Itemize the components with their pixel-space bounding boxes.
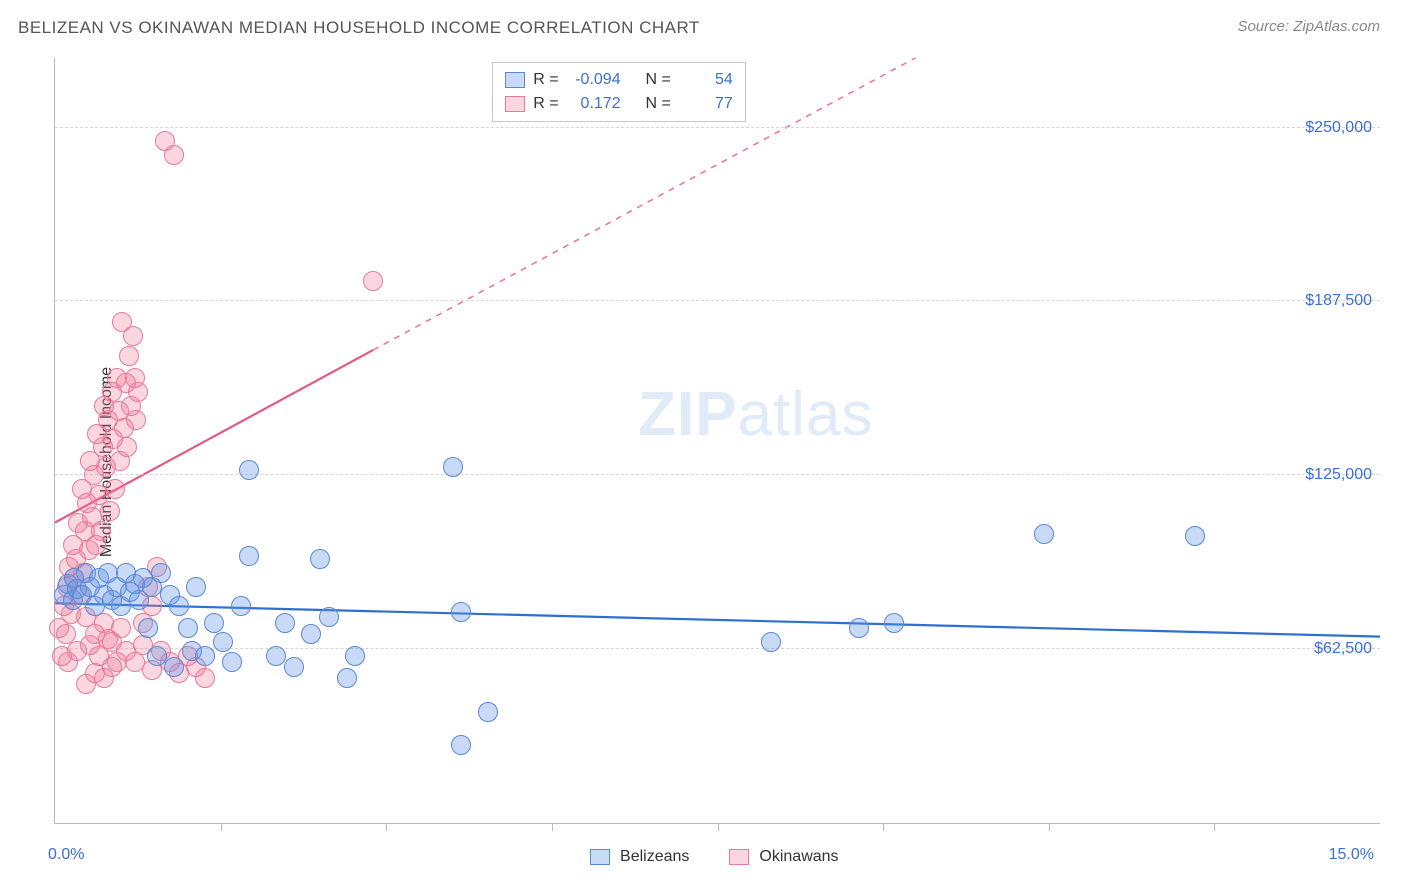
y-tick-label: $62,500 bbox=[1314, 640, 1372, 658]
legend-r-label: R = bbox=[533, 68, 558, 92]
series-legend: Belizeans Okinawans bbox=[590, 848, 839, 866]
watermark-bold: ZIP bbox=[638, 380, 737, 449]
y-tick-label: $187,500 bbox=[1305, 292, 1372, 310]
okinawan-point bbox=[91, 521, 111, 541]
belizean-point bbox=[761, 632, 781, 652]
belizean-point bbox=[345, 646, 365, 666]
okinawan-point bbox=[117, 437, 137, 457]
grid-line bbox=[55, 127, 1380, 128]
belizean-point bbox=[239, 460, 259, 480]
legend-n-label: N = bbox=[645, 68, 670, 92]
okinawan-point bbox=[119, 346, 139, 366]
legend-r-value: 0.172 bbox=[567, 92, 621, 116]
y-tick-label: $250,000 bbox=[1305, 119, 1372, 137]
belizean-point bbox=[231, 596, 251, 616]
belizean-point bbox=[301, 624, 321, 644]
okinawan-point bbox=[128, 382, 148, 402]
belizean-point bbox=[239, 546, 259, 566]
legend-swatch bbox=[729, 849, 749, 865]
okinawan-point bbox=[100, 501, 120, 521]
grid-line bbox=[55, 648, 1380, 649]
x-tick bbox=[221, 823, 222, 831]
source-attribution: Source: ZipAtlas.com bbox=[1237, 18, 1380, 35]
belizean-point bbox=[266, 646, 286, 666]
legend-swatch bbox=[505, 96, 525, 112]
belizean-point bbox=[147, 646, 167, 666]
x-tick bbox=[1049, 823, 1050, 831]
belizean-point bbox=[451, 735, 471, 755]
okinawan-point bbox=[164, 145, 184, 165]
okinawan-point bbox=[98, 629, 118, 649]
legend-n-label: N = bbox=[645, 92, 670, 116]
legend-correlation-row: R = 0.172 N = 77 bbox=[505, 92, 733, 116]
belizean-point bbox=[310, 549, 330, 569]
belizean-point bbox=[186, 577, 206, 597]
legend-series-label: Belizeans bbox=[620, 848, 689, 866]
x-tick bbox=[883, 823, 884, 831]
legend-r-value: -0.094 bbox=[567, 68, 621, 92]
belizean-point bbox=[319, 607, 339, 627]
okinawan-point bbox=[123, 326, 143, 346]
belizean-point bbox=[138, 618, 158, 638]
okinawan-point bbox=[105, 479, 125, 499]
trend-lines bbox=[55, 58, 1380, 823]
correlation-legend: R = -0.094 N = 54 R = 0.172 N = 77 bbox=[492, 62, 746, 122]
belizean-point bbox=[213, 632, 233, 652]
belizean-point bbox=[478, 702, 498, 722]
belizean-point bbox=[1034, 524, 1054, 544]
belizean-point bbox=[884, 613, 904, 633]
legend-series-item: Okinawans bbox=[729, 848, 838, 866]
belizean-point bbox=[451, 602, 471, 622]
belizean-point bbox=[275, 613, 295, 633]
okinawan-point bbox=[126, 410, 146, 430]
x-tick bbox=[1214, 823, 1215, 831]
legend-n-value: 77 bbox=[679, 92, 733, 116]
belizean-point bbox=[195, 646, 215, 666]
chart-title: BELIZEAN VS OKINAWAN MEDIAN HOUSEHOLD IN… bbox=[18, 18, 700, 38]
okinawan-point bbox=[58, 652, 78, 672]
belizean-point bbox=[284, 657, 304, 677]
legend-swatch bbox=[590, 849, 610, 865]
plot-area: ZIPatlas R = -0.094 N = 54 R = 0.172 N = 77 $… bbox=[54, 58, 1380, 824]
x-axis-min-label: 0.0% bbox=[48, 846, 84, 864]
belizean-point bbox=[337, 668, 357, 688]
legend-swatch bbox=[505, 72, 525, 88]
belizean-point bbox=[222, 652, 242, 672]
belizean-point bbox=[151, 563, 171, 583]
belizean-point bbox=[204, 613, 224, 633]
belizean-point bbox=[1185, 526, 1205, 546]
belizean-point bbox=[849, 618, 869, 638]
belizean-point bbox=[169, 596, 189, 616]
watermark-rest: atlas bbox=[737, 380, 873, 449]
x-tick bbox=[552, 823, 553, 831]
okinawan-point bbox=[76, 674, 96, 694]
legend-r-label: R = bbox=[533, 92, 558, 116]
okinawan-point bbox=[195, 668, 215, 688]
legend-series-label: Okinawans bbox=[759, 848, 838, 866]
belizean-point bbox=[443, 457, 463, 477]
chart-container: Median Household Income ZIPatlas R =-0.0… bbox=[18, 52, 1380, 872]
x-axis-max-label: 15.0% bbox=[1329, 846, 1374, 864]
grid-line bbox=[55, 300, 1380, 301]
watermark: ZIPatlas bbox=[638, 379, 873, 450]
x-tick bbox=[718, 823, 719, 831]
legend-n-value: 54 bbox=[679, 68, 733, 92]
legend-series-item: Belizeans bbox=[590, 848, 689, 866]
okinawan-point bbox=[363, 271, 383, 291]
x-tick bbox=[386, 823, 387, 831]
y-tick-label: $125,000 bbox=[1305, 466, 1372, 484]
belizean-point bbox=[164, 657, 184, 677]
belizean-point bbox=[178, 618, 198, 638]
legend-correlation-row: R = -0.094 N = 54 bbox=[505, 68, 733, 92]
